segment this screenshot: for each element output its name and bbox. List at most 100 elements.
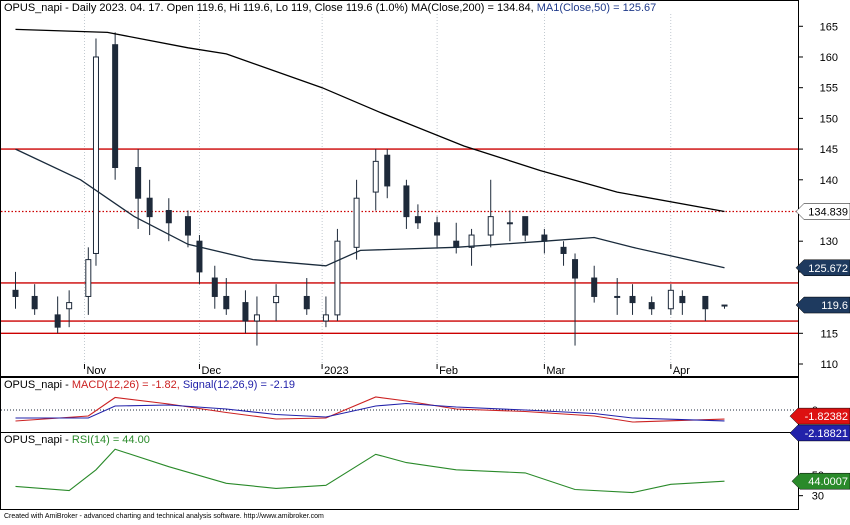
- candle-down: [522, 216, 529, 236]
- macd-legend: MACD(12,26) = -1.82,: [72, 379, 180, 391]
- candle-down: [242, 302, 249, 322]
- candle-down: [560, 246, 567, 254]
- macd-lines: [15, 396, 725, 423]
- ma200-line: [15, 28, 725, 213]
- macd-badge-shape: [789, 407, 850, 425]
- close-badge-label: 119.6: [821, 300, 848, 312]
- price-y-tick-label: 140: [820, 175, 838, 187]
- ma200-badge-shape: [795, 203, 850, 220]
- candle-down: [629, 295, 636, 304]
- rsi-line: [15, 448, 725, 494]
- date-x-axis: Nov Dec 2023 Feb Mar Apr: [83, 364, 690, 377]
- price-y-tick-label: 165: [820, 21, 838, 33]
- candle-up: [253, 314, 260, 322]
- x-tick-label: Feb: [439, 365, 458, 377]
- candle-up: [667, 289, 674, 310]
- rsi-header-prefix: OPUS_napi -: [4, 434, 72, 446]
- ma200-badge-label: 134.839: [808, 206, 848, 218]
- candle-down: [414, 216, 421, 224]
- horizontal-levels: [1, 148, 798, 334]
- candle-up: [66, 302, 73, 310]
- price-y-tick-label: 160: [820, 52, 838, 64]
- candle-down: [648, 302, 655, 310]
- price-y-tick-label: 110: [820, 359, 838, 371]
- candle-down: [135, 167, 142, 199]
- candle-down: [541, 234, 548, 242]
- candle-up: [614, 295, 621, 298]
- signal-legend: Signal(12,26,9) = -2.19: [180, 379, 295, 391]
- x-tick-label: Dec: [201, 365, 221, 377]
- footer-credit: Created with AmiBroker - advanced charti…: [4, 513, 324, 520]
- rsi-badge-label: 44.0007: [808, 476, 848, 488]
- candle-up: [334, 240, 341, 316]
- price-header-prefix: OPUS_napi - Daily 2023. 04. 17. Open 119…: [4, 2, 411, 14]
- rsi-badge-shape: [791, 472, 850, 490]
- candle-up: [487, 216, 494, 236]
- signal-badge-label: -2.18821: [805, 428, 848, 440]
- price-header: OPUS_napi - Daily 2023. 04. 17. Open 119…: [4, 2, 656, 14]
- rsi-header: OPUS_napi - RSI(14) = 44.00: [4, 434, 150, 446]
- candle-down: [31, 295, 38, 310]
- rsi-line-group: [15, 448, 725, 494]
- candle-down: [12, 289, 19, 297]
- x-tick-label: 2023: [324, 365, 348, 377]
- x-tick-label: Mar: [546, 365, 565, 377]
- candle-down: [403, 185, 410, 218]
- ma50-line: [15, 148, 725, 269]
- candle-down: [112, 44, 119, 169]
- candle-up: [273, 295, 280, 304]
- macd-header: OPUS_napi - MACD(12,26) = -1.82, Signal(…: [4, 379, 295, 391]
- candle-down: [591, 277, 598, 297]
- price-y-tick-label: 115: [820, 328, 838, 340]
- candle-down: [303, 295, 310, 310]
- rsi-badges: 44.0007: [791, 472, 850, 490]
- ma50-badge-shape: [795, 259, 850, 277]
- macd-line: [15, 396, 725, 423]
- price-candles: [12, 32, 728, 346]
- candle-down: [196, 240, 203, 273]
- price-panel-frame: [0, 0, 799, 377]
- price-y-axis: 165160155150145140135130125120115110: [798, 21, 838, 371]
- candle-down: [165, 209, 172, 224]
- price-badges: 134.839 125.672 119.6: [795, 203, 850, 314]
- close-badge-shape: [795, 296, 850, 314]
- signal-line: [15, 402, 725, 422]
- candle-up: [468, 234, 475, 248]
- price-y-tick-label: 130: [820, 236, 838, 248]
- candle-up: [353, 197, 360, 248]
- signal-badge-shape: [789, 424, 850, 442]
- rsi-panel-frame: [0, 432, 799, 510]
- ma50-legend: MA1(Close,50) = 125.67: [534, 2, 657, 14]
- ma50-badge-label: 125.672: [808, 263, 848, 275]
- candle-down: [384, 154, 391, 187]
- macd-panel-frame: [0, 377, 799, 433]
- x-tick-label: Apr: [673, 365, 690, 377]
- candle-down: [223, 295, 230, 310]
- candle-up: [506, 222, 513, 225]
- candle-down: [453, 240, 460, 248]
- candle-down: [572, 259, 579, 279]
- candle-up: [92, 56, 99, 254]
- price-y-tick-label: 145: [820, 144, 838, 156]
- candle-down: [54, 314, 61, 328]
- macd-badge-label: -1.82382: [805, 411, 848, 423]
- rsi-y-tick-label: 30: [812, 491, 824, 503]
- candle-down: [146, 197, 153, 218]
- candle-down: [211, 277, 218, 297]
- candle-down: [184, 216, 191, 236]
- ma200-legend: MA(Close,200) = 134.84,: [411, 2, 534, 14]
- candle-down: [679, 295, 686, 304]
- rsi-legend: RSI(14) = 44.00: [72, 434, 150, 446]
- candle-down: [702, 295, 709, 310]
- moving-averages: [15, 28, 725, 269]
- x-tick-label: Nov: [86, 365, 106, 377]
- price-y-tick-label: 150: [820, 113, 838, 125]
- candle-up: [372, 160, 379, 193]
- candle-up: [721, 304, 728, 307]
- candle-down: [434, 222, 441, 236]
- macd-header-prefix: OPUS_napi -: [4, 379, 72, 391]
- price-y-tick-label: 155: [820, 83, 838, 95]
- candle-up: [322, 314, 329, 322]
